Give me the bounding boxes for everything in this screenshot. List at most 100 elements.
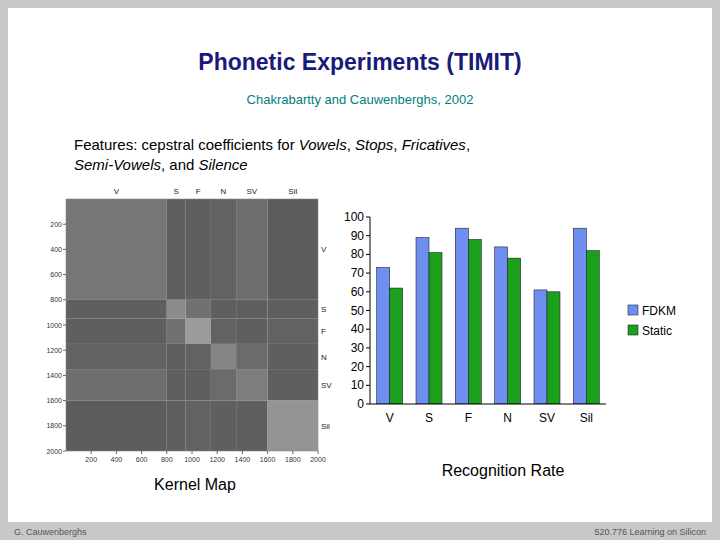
bar [573, 228, 586, 404]
y-tick [366, 385, 370, 386]
x-tick-label: Sil [580, 411, 593, 425]
slide: Phonetic Experiments (TIMIT) Chakrabartty… [0, 0, 720, 540]
features-run: Semi-Vowels [74, 156, 161, 173]
x-tick-label: S [425, 411, 433, 425]
x-tick-label: 400 [111, 456, 123, 463]
y-tick [366, 217, 370, 218]
y-tick-label: 1400 [46, 372, 62, 379]
x-tick-label: V [386, 411, 394, 425]
class-label-right: N [321, 353, 327, 362]
subtitle: Chakrabartty and Cauwenberghs, 2002 [247, 92, 474, 107]
heatmap-cell [66, 199, 167, 300]
y-tick-label: 90 [351, 229, 365, 243]
class-label-top: V [114, 187, 120, 196]
heatmap-cell [211, 369, 236, 401]
bar [455, 228, 468, 404]
features-run: , [466, 136, 470, 153]
bar [508, 258, 521, 404]
heatmap-cell [66, 344, 167, 369]
heatmap-cell [186, 401, 211, 451]
heatmap-cell [66, 300, 167, 319]
heatmap-cell [268, 401, 318, 451]
bar [377, 267, 390, 404]
features-run: , and [161, 156, 199, 173]
y-tick [366, 310, 370, 311]
x-tick-label: SV [539, 411, 555, 425]
slide-area [8, 8, 712, 522]
features-line: Features: cepstral coefficients for Vowe… [74, 136, 470, 153]
legend-swatch [628, 325, 638, 335]
y-tick-label: 70 [351, 266, 365, 280]
x-tick-label: 1400 [235, 456, 251, 463]
x-tick [292, 451, 293, 454]
features-run: , [347, 136, 355, 153]
heatmap-cell [186, 199, 211, 300]
heatmap-cell [268, 344, 318, 369]
y-tick [63, 249, 66, 250]
y-tick-label: 2000 [46, 448, 62, 455]
heatmap-cell [268, 369, 318, 401]
heatmap-cell [186, 369, 211, 401]
footer-right: 520.776 Learning on Silicon [594, 527, 706, 537]
x-tick [91, 451, 92, 454]
features-run: Vowels [299, 136, 347, 153]
bar [586, 251, 599, 404]
y-tick [366, 254, 370, 255]
heatmap-cell [167, 401, 186, 451]
x-tick [116, 451, 117, 454]
y-tick-label: 200 [50, 221, 62, 228]
class-label-right: V [321, 245, 327, 254]
heatmap-cell [167, 319, 186, 344]
y-tick [63, 375, 66, 376]
features-run: , [393, 136, 401, 153]
y-tick [63, 299, 66, 300]
legend-swatch [628, 305, 638, 315]
legend-label: Static [642, 324, 672, 338]
bar [495, 247, 508, 404]
x-tick [318, 451, 319, 454]
heatmap-cell [236, 401, 268, 451]
y-tick [63, 274, 66, 275]
class-label-right: S [321, 305, 326, 314]
features-run: Silence [199, 156, 248, 173]
features-line: Semi-Vowels, and Silence [74, 156, 248, 173]
heatmap-cell [211, 300, 236, 319]
y-tick-label: 80 [351, 247, 365, 261]
y-tick-label: 600 [50, 271, 62, 278]
class-label-right: F [321, 327, 326, 336]
x-tick-label: 800 [161, 456, 173, 463]
features-run: Stops [355, 136, 394, 153]
heatmap-cell [66, 319, 167, 344]
x-tick-label: 2000 [310, 456, 326, 463]
y-tick-label: 1600 [46, 397, 62, 404]
x-tick [141, 451, 142, 454]
class-label-top: SV [247, 187, 258, 196]
y-tick [366, 347, 370, 348]
x-tick [192, 451, 193, 454]
footer-left: G. Cauwenberghs [14, 527, 87, 537]
class-label-right: SV [321, 381, 332, 390]
y-tick-label: 30 [351, 341, 365, 355]
y-tick [63, 425, 66, 426]
x-tick-label: N [503, 411, 512, 425]
heatmap-cell [66, 369, 167, 401]
heatmap-cell [211, 319, 236, 344]
y-tick [63, 400, 66, 401]
heatmap-cell [211, 344, 236, 369]
heatmap-cell [236, 199, 268, 300]
class-label-top: F [196, 187, 201, 196]
x-tick [217, 451, 218, 454]
bars [377, 228, 600, 404]
title: Phonetic Experiments (TIMIT) [198, 49, 521, 75]
y-tick-label: 40 [351, 322, 365, 336]
y-tick [63, 224, 66, 225]
x-tick [166, 451, 167, 454]
y-tick [366, 273, 370, 274]
x-tick-label: F [465, 411, 472, 425]
x-tick [267, 451, 268, 454]
class-label-top: N [221, 187, 227, 196]
heatmap-cell [167, 369, 186, 401]
class-label-right: Sil [321, 422, 330, 431]
features-run: Fricatives [402, 136, 467, 153]
y-tick-label: 1800 [46, 422, 62, 429]
